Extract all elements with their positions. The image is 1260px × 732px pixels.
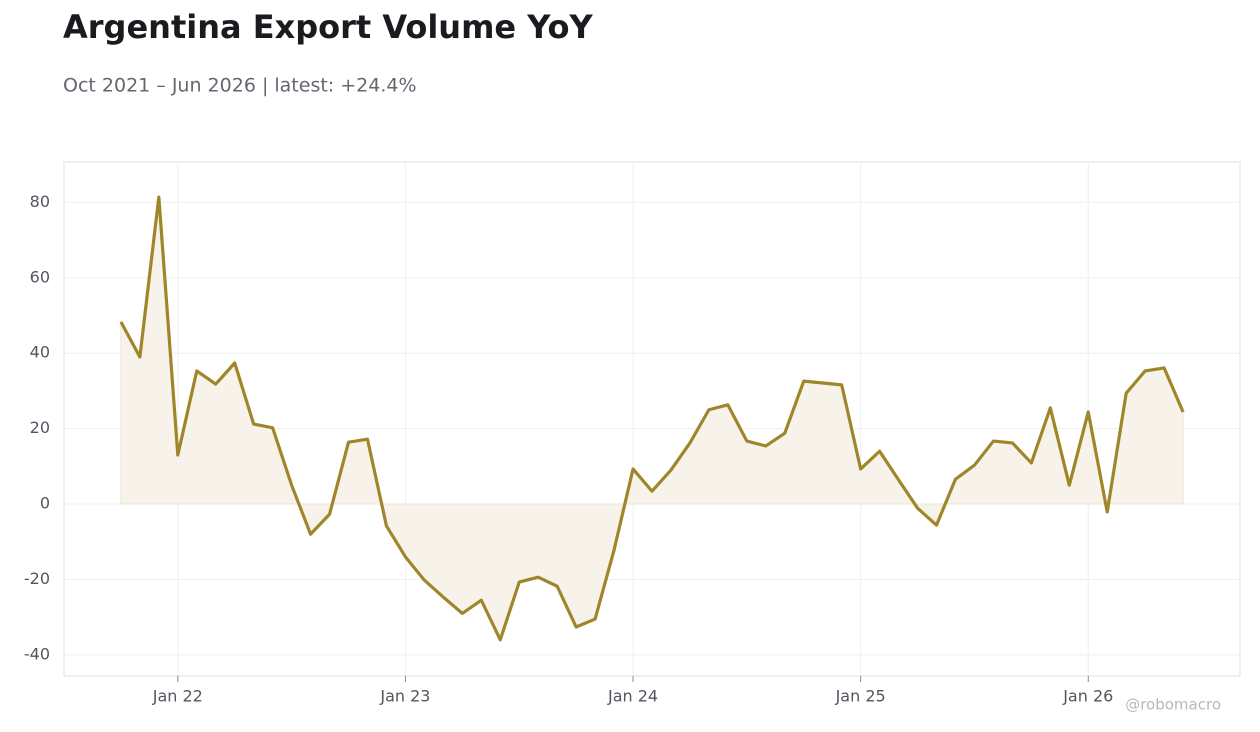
x-tick-label: Jan 24 — [607, 687, 658, 706]
x-tick-label: Jan 22 — [152, 687, 203, 706]
y-tick-label: 80 — [30, 192, 50, 211]
chart-title: Argentina Export Volume YoY — [63, 8, 593, 46]
x-tick-label: Jan 25 — [835, 687, 886, 706]
y-tick-label: -20 — [24, 569, 50, 588]
plot-frame — [63, 161, 1241, 677]
chart-subtitle: Oct 2021 – Jun 2026 | latest: +24.4% — [63, 75, 417, 97]
watermark: @robomacro — [1125, 696, 1221, 714]
x-tick-label: Jan 23 — [379, 687, 430, 706]
x-tick-label: Jan 26 — [1062, 687, 1113, 706]
y-tick-label: 60 — [30, 267, 50, 286]
y-tick-label: -40 — [24, 644, 50, 663]
area-fill — [120, 197, 1184, 642]
y-tick-label: 20 — [30, 418, 50, 437]
line — [119, 195, 1185, 642]
y-tick-label: 0 — [40, 494, 50, 513]
y-tick-label: 40 — [30, 343, 50, 362]
